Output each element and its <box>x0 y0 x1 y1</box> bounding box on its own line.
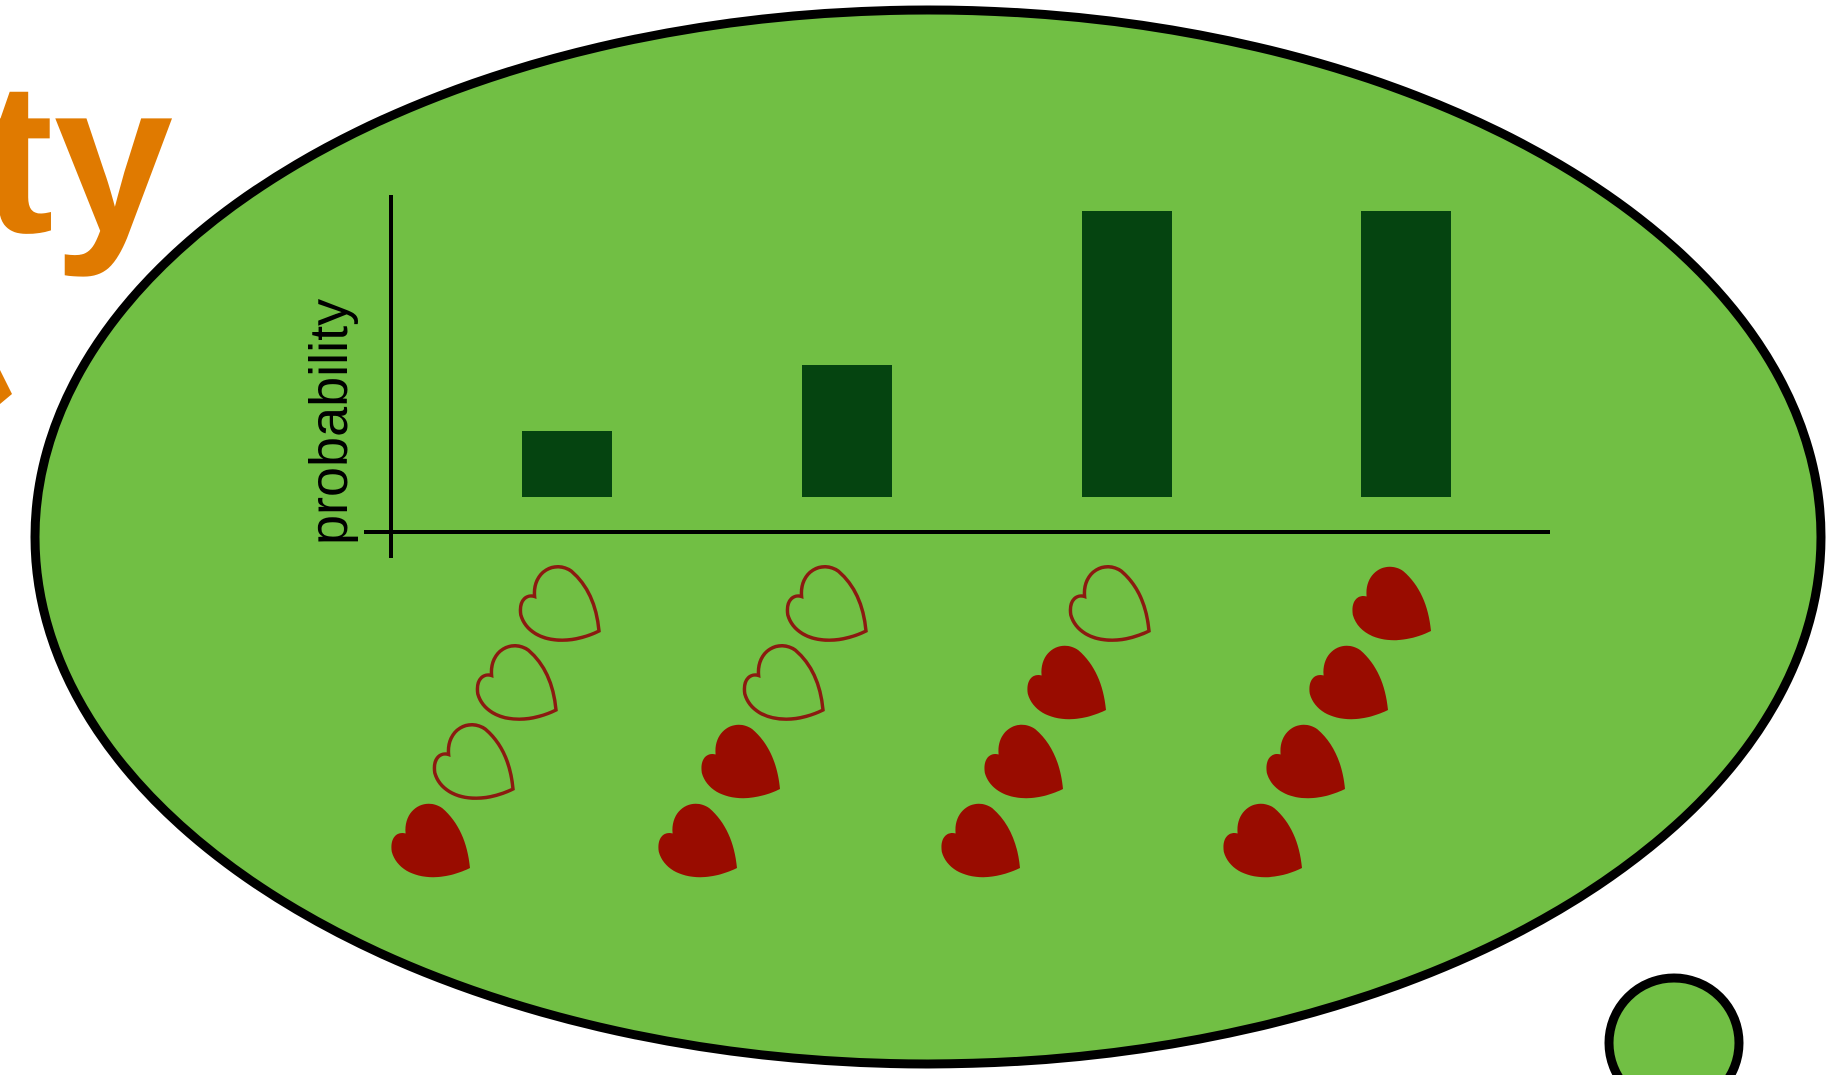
bar-3 <box>1082 211 1172 497</box>
bar-1 <box>522 431 612 497</box>
bar-4 <box>1361 211 1451 497</box>
probability-bar-chart: probability <box>299 195 1550 878</box>
bar-2 <box>802 365 892 497</box>
y-axis-label: probability <box>299 299 359 545</box>
orange-arrow-fragment-icon <box>0 370 12 404</box>
thought-bubble-small-circle <box>1604 973 1744 1075</box>
bars-group <box>522 211 1451 497</box>
slide-heading-fragment: ty <box>0 37 173 278</box>
